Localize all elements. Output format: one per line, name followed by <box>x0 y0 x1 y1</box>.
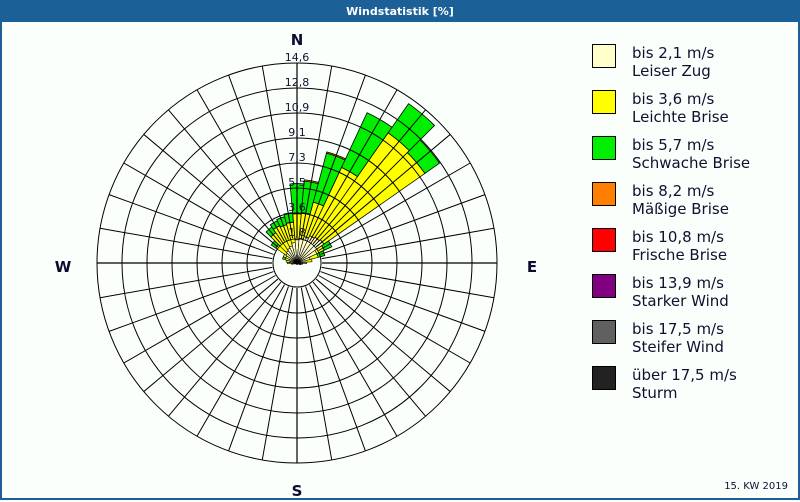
legend-item-starker-wind: bis 13,9 m/s Starker Wind <box>590 274 790 320</box>
legend: bis 2,1 m/s Leiser Zug bis 3,6 m/s Leichte… <box>590 44 790 412</box>
ring-labels: 1,8 3,6 5,5 7,3 9,1 10,9 12,8 14,6 <box>285 51 310 239</box>
legend-item-leiser-zug: bis 2,1 m/s Leiser Zug <box>590 44 790 90</box>
legend-swatch <box>592 44 616 68</box>
legend-label: Steifer Wind <box>632 338 724 356</box>
legend-label: Mäßige Brise <box>632 200 729 218</box>
wind-bars-center <box>276 238 321 266</box>
legend-item-frische-brise: bis 10,8 m/s Frische Brise <box>590 228 790 274</box>
legend-speed: bis 17,5 m/s <box>632 320 724 338</box>
svg-text:5,5: 5,5 <box>288 176 306 189</box>
legend-speed: über 17,5 m/s <box>632 366 737 384</box>
legend-label: Leichte Brise <box>632 108 729 126</box>
compass-south: S <box>292 482 303 498</box>
legend-swatch <box>592 182 616 206</box>
svg-text:10,9: 10,9 <box>285 101 310 114</box>
svg-text:9,1: 9,1 <box>288 126 306 139</box>
compass-north: N <box>291 31 304 49</box>
period-label: 15. KW 2019 <box>724 481 788 492</box>
legend-speed: bis 10,8 m/s <box>632 228 724 246</box>
legend-speed: bis 13,9 m/s <box>632 274 724 292</box>
legend-swatch <box>592 366 616 390</box>
legend-item-maessige-brise: bis 8,2 m/s Mäßige Brise <box>590 182 790 228</box>
svg-text:14,6: 14,6 <box>285 51 310 64</box>
legend-speed: bis 5,7 m/s <box>632 136 715 154</box>
svg-text:12,8: 12,8 <box>285 76 310 89</box>
compass-west: W <box>55 258 72 276</box>
legend-swatch <box>592 320 616 344</box>
legend-swatch <box>592 90 616 114</box>
svg-text:1,8: 1,8 <box>288 226 306 239</box>
legend-item-steifer-wind: bis 17,5 m/s Steifer Wind <box>590 320 790 366</box>
svg-text:3,6: 3,6 <box>288 201 306 214</box>
legend-swatch <box>592 274 616 298</box>
legend-label: Sturm <box>632 384 678 402</box>
compass-east: E <box>527 258 537 276</box>
legend-item-leichte-brise: bis 3,6 m/s Leichte Brise <box>590 90 790 136</box>
legend-item-sturm: über 17,5 m/s Sturm <box>590 366 790 412</box>
legend-label: Schwache Brise <box>632 154 751 172</box>
legend-speed: bis 2,1 m/s <box>632 44 715 62</box>
legend-swatch <box>592 228 616 252</box>
legend-item-schwache-brise: bis 5,7 m/s Schwache Brise <box>590 136 790 182</box>
wind-rose-plot: 1,8 3,6 5,5 7,3 9,1 10,9 12,8 14,6 N E S W <box>2 22 582 500</box>
legend-label: Leiser Zug <box>632 62 711 80</box>
polar-grid <box>96 62 498 464</box>
svg-text:7,3: 7,3 <box>288 151 306 164</box>
legend-speed: bis 8,2 m/s <box>632 182 715 200</box>
chart-title: Windstatistik [%] <box>2 2 798 22</box>
legend-label: Frische Brise <box>632 246 728 264</box>
legend-swatch <box>592 136 616 160</box>
legend-speed: bis 3,6 m/s <box>632 90 715 108</box>
wind-rose-svg: 1,8 3,6 5,5 7,3 9,1 10,9 12,8 14,6 N E S W <box>55 31 537 500</box>
legend-label: Starker Wind <box>632 292 729 310</box>
